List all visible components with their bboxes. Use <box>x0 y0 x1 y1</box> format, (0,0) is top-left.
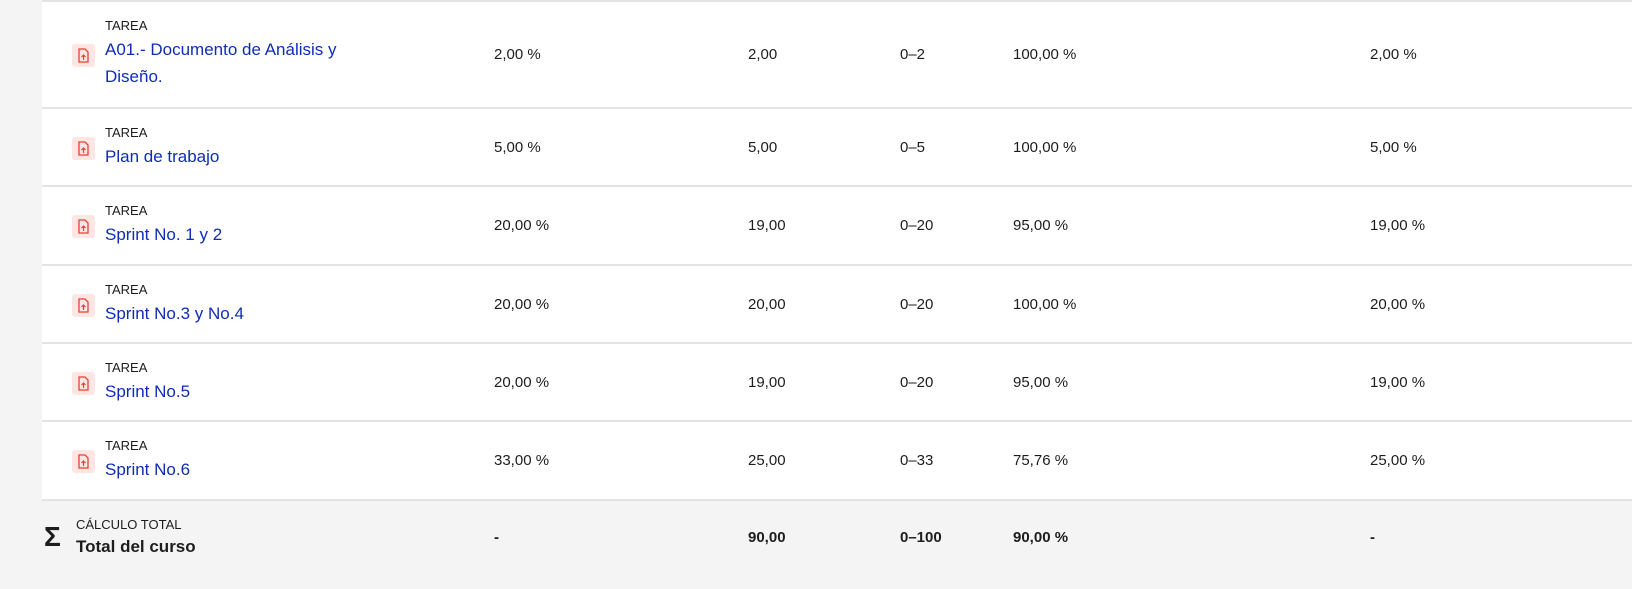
range-cell: 0–33 <box>900 452 934 469</box>
grade-row: TAREA A01.- Documento de Análisis y Dise… <box>42 0 1632 107</box>
percentage-cell: 100,00 % <box>1013 46 1077 63</box>
percentage-cell: 95,00 % <box>1013 374 1069 391</box>
grade-row: TAREA Sprint No.3 y No.4 20,00 % 20,00 0… <box>42 264 1632 342</box>
item-name-link[interactable]: Sprint No.3 y No.4 <box>105 304 244 323</box>
item-name-link[interactable]: A01.- Documento de Análisis y Diseño. <box>105 40 337 86</box>
item-name-link[interactable]: Sprint No. 1 y 2 <box>105 225 223 244</box>
item-name-link[interactable]: Sprint No.6 <box>105 460 191 479</box>
percentage-cell: 95,00 % <box>1013 217 1069 234</box>
weight-cell: 20,00 % <box>494 374 550 391</box>
total-weight-cell: - <box>494 529 499 546</box>
total-name: Total del curso <box>76 537 196 556</box>
item-name-link[interactable]: Sprint No.5 <box>105 382 191 401</box>
contribution-cell: 19,00 % <box>1370 374 1426 391</box>
weight-cell: 2,00 % <box>494 46 541 63</box>
range-cell: 0–20 <box>900 296 934 313</box>
contribution-cell: 2,00 % <box>1370 46 1417 63</box>
range-cell: 0–20 <box>900 374 934 391</box>
range-cell: 0–20 <box>900 217 934 234</box>
assignment-upload-icon <box>72 450 95 473</box>
item-type: CÁLCULO TOTAL <box>76 517 182 532</box>
item-type: TAREA <box>105 203 148 218</box>
assignment-upload-icon <box>72 294 95 317</box>
item-name-link[interactable]: Plan de trabajo <box>105 147 220 166</box>
total-percentage-cell: 90,00 % <box>1013 529 1069 546</box>
contribution-cell: 19,00 % <box>1370 217 1426 234</box>
grade-cell: 2,00 <box>748 46 778 63</box>
percentage-cell: 75,76 % <box>1013 452 1069 469</box>
total-contribution-cell: - <box>1370 529 1375 546</box>
assignment-upload-icon <box>72 137 95 160</box>
item-type: TAREA <box>105 125 148 140</box>
grade-cell: 25,00 <box>748 452 786 469</box>
item-type: TAREA <box>105 438 148 453</box>
contribution-cell: 20,00 % <box>1370 296 1426 313</box>
grade-cell: 19,00 <box>748 217 786 234</box>
percentage-cell: 100,00 % <box>1013 296 1077 313</box>
total-range-cell: 0–100 <box>900 529 942 546</box>
percentage-cell: 100,00 % <box>1013 139 1077 156</box>
grade-cell: 19,00 <box>748 374 786 391</box>
total-row: Σ CÁLCULO TOTAL Total del curso - 90,00 0–100… <box>42 499 1632 589</box>
range-cell: 0–2 <box>900 46 926 63</box>
item-type: TAREA <box>105 282 148 297</box>
grade-row: TAREA Plan de trabajo 5,00 % 5,00 0–5 10… <box>42 107 1632 185</box>
grade-table: TAREA A01.- Documento de Análisis y Dise… <box>42 0 1632 589</box>
weight-cell: 33,00 % <box>494 452 550 469</box>
contribution-cell: 5,00 % <box>1370 139 1417 156</box>
item-type: TAREA <box>105 360 148 375</box>
range-cell: 0–5 <box>900 139 926 156</box>
assignment-upload-icon <box>72 215 95 238</box>
assignment-upload-icon <box>72 44 95 67</box>
contribution-cell: 25,00 % <box>1370 452 1426 469</box>
total-grade-cell: 90,00 <box>748 529 786 546</box>
weight-cell: 20,00 % <box>494 217 550 234</box>
weight-cell: 20,00 % <box>494 296 550 313</box>
weight-cell: 5,00 % <box>494 139 541 156</box>
grade-cell: 20,00 <box>748 296 786 313</box>
item-type: TAREA <box>105 18 148 33</box>
grade-row: TAREA Sprint No.6 33,00 % 25,00 0–33 75,… <box>42 420 1632 499</box>
grade-row: TAREA Sprint No.5 20,00 % 19,00 0–20 95,… <box>42 342 1632 420</box>
grade-row: TAREA Sprint No. 1 y 2 20,00 % 19,00 0–2… <box>42 185 1632 264</box>
assignment-upload-icon <box>72 372 95 395</box>
sigma-icon: Σ <box>44 521 61 552</box>
grade-cell: 5,00 <box>748 139 778 156</box>
